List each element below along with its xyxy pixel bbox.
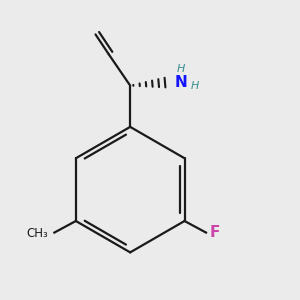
Text: H: H [191, 81, 200, 91]
Text: F: F [210, 225, 220, 240]
Text: CH₃: CH₃ [27, 227, 48, 240]
Text: N: N [175, 75, 188, 90]
Text: H: H [177, 64, 186, 74]
